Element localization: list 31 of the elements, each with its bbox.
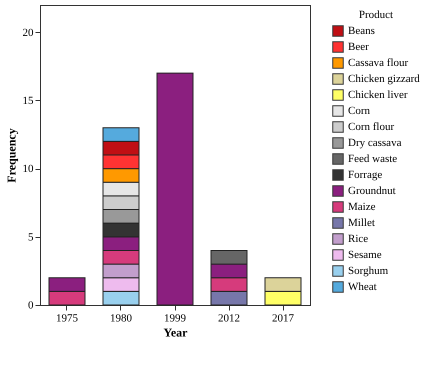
legend-label: Sesame (348, 249, 382, 261)
y-tick-label: 20 (22, 26, 34, 39)
legend-label: Cassava flour (348, 57, 409, 69)
legend-label: Chicken liver (348, 89, 408, 101)
x-tick-label: 1999 (164, 312, 186, 324)
legend-label: Dry cassava (348, 137, 402, 149)
legend-label: Beer (348, 41, 370, 53)
x-tick-label: 2012 (218, 312, 240, 324)
legend-title: Product (358, 9, 394, 21)
legend-label: Beans (348, 25, 375, 37)
legend-label: Maize (348, 201, 376, 213)
legend-label: Rice (348, 233, 368, 245)
legend-label: Millet (348, 217, 375, 229)
bar (156, 72, 194, 306)
y-tick-label: 0 (28, 300, 34, 312)
legend-label: Corn (348, 105, 370, 117)
y-tick-label: 10 (22, 163, 34, 176)
x-tick-label: 2017 (272, 312, 294, 324)
y-axis-title: Frequency (4, 128, 18, 183)
legend-label: Forrage (348, 169, 382, 181)
legend-label: Corn flour (348, 121, 394, 133)
legend-label: Groundnut (348, 185, 396, 197)
x-tick-label: 1980 (110, 312, 132, 324)
y-tick-label: 5 (28, 231, 34, 244)
legend-label: Feed waste (348, 153, 398, 165)
legend-label: Sorghum (348, 265, 389, 277)
x-axis-title: Year (164, 326, 188, 340)
legend-label: Chicken gizzard (348, 73, 420, 85)
y-tick-label: 15 (22, 94, 34, 107)
legend-label: Wheat (348, 281, 377, 293)
x-tick-label: 1975 (56, 312, 78, 324)
